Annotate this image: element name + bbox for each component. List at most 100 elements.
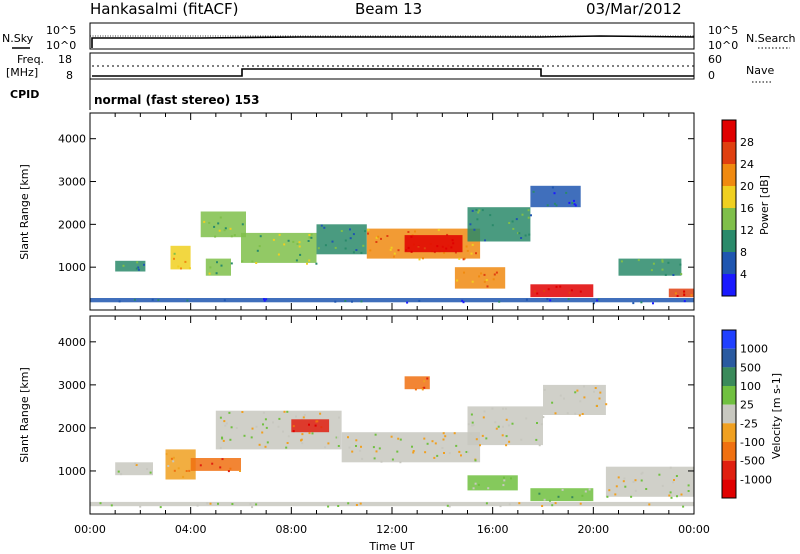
power-echo-cell xyxy=(461,299,464,302)
velocity-echo-region xyxy=(90,501,694,507)
velocity-echo-cell xyxy=(576,389,579,392)
power-echo-cell xyxy=(369,249,372,252)
velocity-echo-cell xyxy=(584,490,587,493)
power-echo-cell xyxy=(520,237,523,239)
power-echo-cell xyxy=(481,209,484,212)
power-colorbar-segment xyxy=(722,208,736,230)
velocity-echo-cell xyxy=(300,439,302,442)
velocity-echo-cell xyxy=(258,443,261,446)
velocity-echo-cell xyxy=(446,504,449,507)
velocity-echo-cell xyxy=(423,386,426,389)
power-echo-cell xyxy=(414,230,416,233)
power-echo-cell xyxy=(451,239,454,242)
velocity-echo-cell xyxy=(501,434,504,437)
velocity-echo-cell xyxy=(182,475,185,478)
velocity-echo-cell xyxy=(477,483,480,486)
velocity-echo-cell xyxy=(361,457,364,460)
velocity-echo-cell xyxy=(229,438,232,441)
power-echo-cell xyxy=(203,220,206,223)
power-echo-cell xyxy=(295,259,298,262)
power-echo-cell xyxy=(310,233,313,236)
velocity-echo-cell xyxy=(511,422,514,425)
power-echo-cell xyxy=(674,292,677,295)
velocity-echo-cell xyxy=(217,502,219,505)
velocity-echo-cell xyxy=(209,502,212,505)
power-echo-cell xyxy=(574,204,577,207)
velocity-echo-cell xyxy=(579,502,582,505)
velocity-data-layer xyxy=(90,376,694,509)
power-echo-cell xyxy=(367,232,369,235)
velocity-echo-cell xyxy=(502,484,505,487)
nsearch-tick-top: 10^5 xyxy=(708,24,738,37)
power-echo-cell xyxy=(476,218,479,221)
power-colorbar-segment xyxy=(722,120,736,142)
velocity-echo-cell xyxy=(479,444,481,447)
velocity-echo-cell xyxy=(668,494,671,497)
power-echo-cell xyxy=(299,253,302,256)
power-echo-cell xyxy=(344,239,347,242)
velocity-echo-region xyxy=(530,488,594,502)
velocity-echo-cell xyxy=(188,469,191,472)
velocity-echo-region xyxy=(341,432,481,463)
power-echo-cell xyxy=(380,237,382,240)
power-echo-cell xyxy=(410,235,413,238)
velocity-echo-cell xyxy=(543,498,546,501)
power-ytick-label: 1000 xyxy=(58,261,86,274)
velocity-colorbar-label: Velocity [m s-1] xyxy=(770,373,783,459)
power-echo-cell xyxy=(137,268,140,271)
power-echo-cell xyxy=(463,271,465,274)
power-echo-cell xyxy=(397,249,400,252)
power-colorbar-tick: 28 xyxy=(740,136,754,149)
velocity-echo-cell xyxy=(605,403,608,406)
power-echo-cell xyxy=(458,257,461,260)
velocity-echo-cell xyxy=(229,467,232,470)
power-echo-cell xyxy=(298,245,301,248)
power-echo-cell xyxy=(315,262,318,265)
power-echo-cell xyxy=(471,243,474,246)
velocity-echo-region xyxy=(291,419,330,433)
power-echo-region xyxy=(530,284,594,298)
power-echo-cell xyxy=(676,295,679,297)
velocity-echo-cell xyxy=(669,466,672,469)
power-echo-cell xyxy=(180,267,182,270)
power-echo-cell xyxy=(570,289,573,292)
freq-tick-top: 18 xyxy=(58,53,72,66)
power-echo-cell xyxy=(690,294,693,297)
velocity-echo-cell xyxy=(399,438,402,441)
velocity-echo-cell xyxy=(224,424,227,427)
velocity-echo-cell xyxy=(571,496,574,499)
freq-label-line1: Freq. xyxy=(17,53,44,66)
power-echo-cell xyxy=(568,291,571,294)
power-echo-cell xyxy=(478,275,481,278)
power-echo-cell xyxy=(683,290,686,293)
velocity-echo-cell xyxy=(255,425,258,428)
velocity-echo-cell xyxy=(497,425,500,428)
velocity-echo-cell xyxy=(551,504,554,507)
velocity-colorbar-segment xyxy=(722,404,736,424)
power-echo-cell xyxy=(620,260,623,263)
velocity-echo-cell xyxy=(471,424,474,427)
velocity-echo-cell xyxy=(503,476,505,479)
velocity-echo-cell xyxy=(455,444,458,447)
power-echo-cell xyxy=(652,302,654,305)
velocity-echo-cell xyxy=(262,411,265,414)
power-echo-cell xyxy=(553,192,556,195)
velocity-echo-cell xyxy=(617,476,620,479)
velocity-echo-cell xyxy=(661,484,664,487)
beam-title: Beam 13 xyxy=(355,0,423,18)
velocity-echo-cell xyxy=(640,479,643,482)
power-echo-cell xyxy=(632,302,635,305)
velocity-echo-cell xyxy=(542,416,545,419)
power-echo-cell xyxy=(298,241,301,244)
velocity-echo-cell xyxy=(324,446,327,449)
power-echo-cell xyxy=(393,255,395,258)
velocity-echo-cell xyxy=(623,477,626,480)
power-echo-cell xyxy=(536,292,539,295)
velocity-ytick-label: 4000 xyxy=(58,336,86,349)
velocity-echo-cell xyxy=(177,467,180,470)
power-echo-cell xyxy=(493,273,496,276)
velocity-echo-region xyxy=(605,466,694,497)
velocity-echo-cell xyxy=(308,432,311,435)
velocity-echo-cell xyxy=(239,470,241,472)
